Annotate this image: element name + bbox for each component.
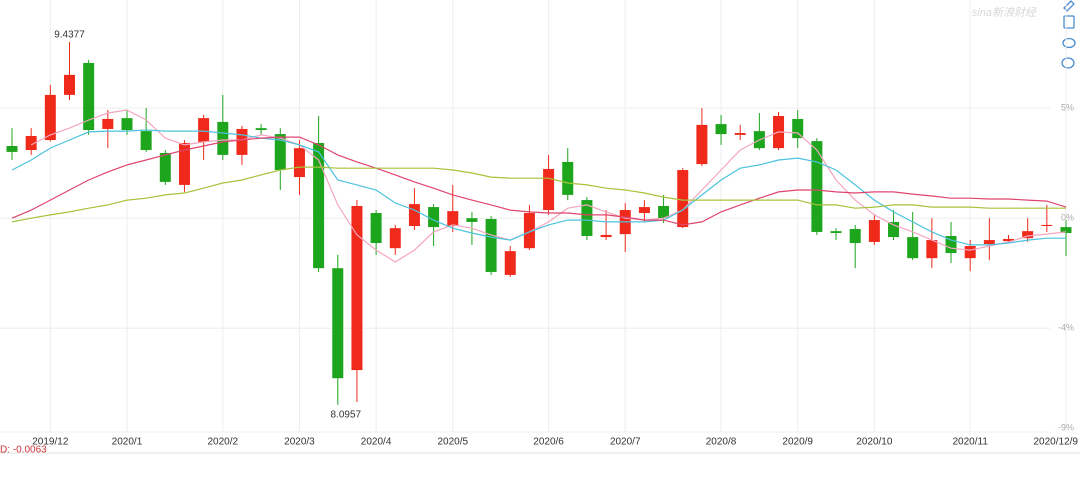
candle-body — [389, 228, 401, 249]
candle-body — [217, 121, 229, 155]
wechat-icon[interactable] — [1061, 57, 1075, 69]
x-tick-label: 2020/7 — [610, 437, 641, 448]
x-tick-label: 2020/4 — [361, 437, 392, 448]
candle-body — [485, 218, 497, 272]
x-tick-label: 2019/12 — [32, 437, 69, 448]
candle-body — [121, 118, 133, 131]
watermark: sina新浪财经 — [972, 6, 1037, 19]
candle-body — [868, 220, 880, 242]
candle-body — [83, 62, 95, 131]
candle-body — [63, 74, 75, 95]
candle-body — [178, 143, 190, 185]
candle-body — [313, 143, 325, 269]
candle-body — [1022, 231, 1034, 239]
candle-body — [945, 236, 957, 254]
candle-body — [408, 204, 420, 227]
y-tick-label: 5% — [1061, 103, 1074, 113]
candle-body — [677, 170, 689, 228]
candle-body — [1060, 227, 1072, 234]
candle-body — [1041, 224, 1053, 227]
candle-body — [332, 268, 344, 379]
y-tick-label: 0% — [1061, 213, 1074, 223]
x-tick-label: 2020/10 — [856, 437, 893, 448]
candle-body — [6, 145, 18, 152]
candle-body — [983, 240, 995, 245]
candle-body — [696, 124, 708, 165]
candle-body — [466, 218, 478, 222]
candle-body — [351, 205, 363, 371]
x-tick-label: 2020/9 — [782, 437, 813, 448]
candle-body — [638, 207, 650, 214]
candle-body — [715, 124, 727, 135]
candle-body — [907, 237, 919, 259]
candle-body — [734, 133, 746, 135]
candle-body — [159, 153, 171, 182]
candle-body — [600, 234, 612, 238]
candle-body — [274, 134, 286, 171]
low-annotation: 8.0957 — [330, 409, 361, 420]
ma-line — [30, 109, 1067, 263]
doc-icon[interactable] — [1063, 15, 1075, 29]
candle-body — [140, 131, 152, 151]
candle-body — [523, 213, 535, 249]
candle-body — [792, 118, 804, 139]
candle-body — [811, 141, 823, 232]
candle-body — [964, 246, 976, 259]
x-tick-label: 2020/6 — [533, 437, 564, 448]
candle-body — [198, 118, 210, 142]
candle-body — [293, 148, 305, 178]
x-tick-label: 2020/11 — [952, 437, 988, 448]
x-tick-label: 2020/12/9 — [1034, 437, 1079, 448]
candle-body — [658, 205, 670, 219]
candle-body — [926, 240, 938, 259]
x-tick-label: 2020/8 — [706, 437, 737, 448]
candle-body — [25, 135, 37, 151]
candle-body — [830, 231, 842, 234]
candle-body — [447, 211, 459, 227]
ma-line — [11, 166, 1066, 223]
candle-body — [236, 128, 248, 155]
ma-line — [11, 136, 1067, 226]
x-tick-label: 2020/1 — [112, 437, 143, 448]
ma-line — [11, 129, 1066, 246]
candle-body — [581, 200, 593, 237]
candle-body — [562, 161, 574, 195]
candle-body — [255, 128, 267, 131]
candle-body — [102, 118, 114, 129]
candle-body — [1003, 238, 1015, 242]
candle-body — [44, 94, 56, 141]
candle-body — [849, 228, 861, 244]
x-tick-label: 2020/3 — [284, 437, 315, 448]
candle-body — [504, 251, 516, 275]
candle-body — [543, 168, 555, 211]
candle-body — [428, 207, 440, 228]
indicator-label: D: -0.0063 — [0, 445, 47, 456]
x-tick-label: 2020/2 — [208, 437, 239, 448]
high-annotation: 9.4377 — [54, 30, 85, 41]
x-tick-label: 2020/5 — [437, 437, 468, 448]
candle-body — [370, 213, 382, 244]
candle-body — [888, 221, 900, 238]
weibo-icon[interactable] — [1062, 37, 1076, 49]
